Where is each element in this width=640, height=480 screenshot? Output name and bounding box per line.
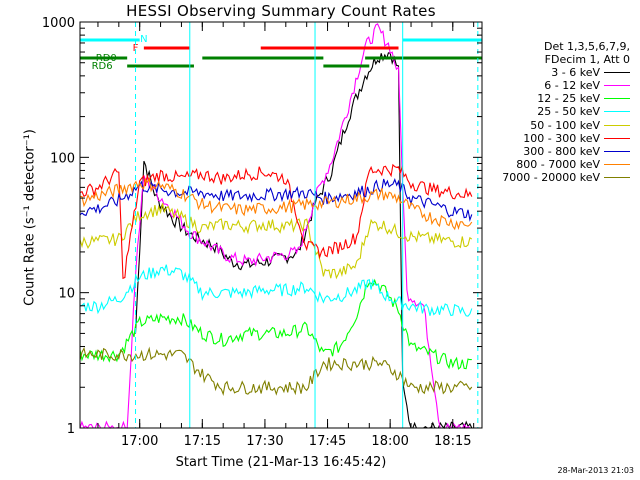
series-line-8: [79, 346, 473, 396]
legend-label-4: 50 - 100 keV: [530, 118, 600, 132]
series-line-3: [79, 264, 473, 317]
legend-label-7: 800 - 7000 keV: [516, 157, 600, 171]
series-line-7: [79, 177, 473, 231]
legend-swatch-3: [604, 111, 630, 113]
y-tick-label-2: 100: [50, 151, 75, 166]
plot-frame: [79, 21, 483, 429]
legend-swatch-6: [604, 150, 630, 152]
y-tick-label-3: 1000: [42, 16, 75, 31]
x-tick-label-3: 17:45: [309, 434, 346, 449]
legend: Det 1,3,5,6,7,9, FDecim 1, Att 0 3 - 6 k…: [492, 40, 634, 184]
legend-swatch-8: [604, 176, 630, 178]
y-tick-label-0: 1: [67, 422, 75, 437]
legend-entry-4: 50 - 100 keV: [492, 119, 634, 132]
legend-swatch-5: [604, 137, 630, 139]
x-tick-label-4: 18:00: [371, 434, 408, 449]
x-tick-label-2: 17:30: [246, 434, 283, 449]
legend-title-line-1: Det 1,3,5,6,7,9,: [543, 40, 630, 53]
chart-title: HESSI Observing Summary Count Rates: [126, 2, 436, 20]
x-axis-label: Start Time (21-Mar-13 16:45:42): [175, 455, 387, 470]
legend-label-0: 3 - 6 keV: [551, 66, 600, 80]
x-tick-label-0: 17:00: [121, 434, 158, 449]
y-tick-label-1: 10: [58, 287, 75, 302]
legend-swatch-4: [604, 124, 630, 126]
legend-swatch-7: [604, 163, 630, 165]
legend-swatch-2: [604, 98, 630, 100]
legend-entry-6: 300 - 800 keV: [492, 145, 634, 158]
flag-label-f: F: [133, 43, 139, 54]
legend-swatch-1: [604, 85, 630, 87]
legend-entry-0: 3 - 6 keV: [492, 66, 634, 79]
legend-label-3: 25 - 50 keV: [537, 105, 600, 119]
y-axis-label: Count Rate (s⁻¹ detector⁻¹): [22, 129, 38, 306]
series-line-4: [79, 203, 473, 280]
legend-entry-1: 6 - 12 keV: [492, 79, 634, 92]
x-tick-label-1: 17:15: [184, 434, 221, 449]
legend-title-line-2: FDecim 1, Att 0: [544, 53, 630, 67]
series-line-6: [79, 178, 473, 222]
legend-swatch-0: [604, 72, 630, 74]
generation-timestamp: 28-Mar-2013 21:03: [557, 466, 635, 475]
flag-label-rd6: RD6: [92, 61, 113, 72]
legend-label-8: 7000 - 20000 keV: [502, 170, 600, 184]
legend-label-5: 100 - 300 keV: [523, 131, 600, 145]
legend-label-2: 12 - 25 keV: [537, 92, 600, 106]
series-line-1: [79, 23, 472, 429]
series-line-5: [79, 163, 473, 280]
legend-entry-5: 100 - 300 keV: [492, 132, 634, 145]
series-line-2: [79, 278, 472, 370]
legend-entry-3: 25 - 50 keV: [492, 105, 634, 118]
legend-entry-7: 800 - 7000 keV: [492, 158, 634, 171]
flag-label-n: N: [140, 34, 147, 45]
legend-entry-2: 12 - 25 keV: [492, 92, 634, 105]
x-tick-label-5: 18:15: [434, 434, 471, 449]
legend-label-1: 6 - 12 keV: [544, 79, 600, 93]
legend-entry-8: 7000 - 20000 keV: [492, 171, 634, 184]
flag-label-rd0: RD0: [96, 53, 117, 64]
legend-label-6: 300 - 800 keV: [523, 144, 600, 158]
